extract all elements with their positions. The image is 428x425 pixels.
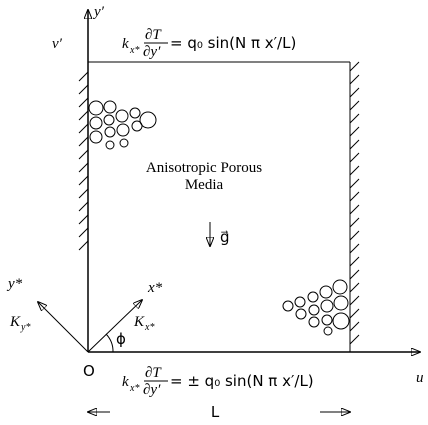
hatch-line: [79, 111, 88, 120]
top-rhs: = q₀ sin(N π x′/L): [170, 34, 296, 52]
top-k: k: [122, 36, 129, 52]
angle-arc: [106, 334, 113, 352]
origin-label: O: [83, 362, 95, 380]
hatch-line: [350, 296, 359, 305]
ky-subscript: y*: [20, 322, 30, 333]
hatch-line: [350, 270, 359, 279]
pores-top-left: [89, 101, 156, 149]
bottom-k-sub: x*: [129, 383, 139, 394]
hatch-line: [350, 101, 359, 110]
hatch-line: [350, 205, 359, 214]
hatch-line: [79, 137, 88, 146]
hatch-line: [350, 335, 359, 344]
hatch-line: [350, 166, 359, 175]
hatch-line: [350, 192, 359, 201]
medium-line1: Anisotropic Porous: [146, 160, 262, 176]
hatch-line: [350, 218, 359, 227]
wall-hatching: [79, 62, 359, 344]
hatch-line: [350, 257, 359, 266]
hatch-line: [79, 176, 88, 185]
kx-subscript: x*: [144, 322, 154, 333]
y-prime-label: y′: [92, 4, 105, 20]
bottom-k: k: [122, 374, 129, 390]
y-star-label: y*: [6, 276, 23, 292]
hatch-line: [79, 202, 88, 211]
hatch-line: [350, 244, 359, 253]
hatch-line: [79, 215, 88, 224]
hatch-line: [350, 283, 359, 292]
gravity-label: g⃗: [220, 228, 230, 246]
hatch-line: [350, 140, 359, 149]
pores-bottom-right: [283, 280, 349, 335]
top-k-sub: x*: [129, 45, 139, 56]
ky-label: K: [9, 314, 21, 330]
hatch-line: [79, 241, 88, 250]
x-star-label: x*: [147, 280, 163, 296]
hatch-line: [350, 179, 359, 188]
hatch-line: [350, 231, 359, 240]
v-prime-label: v′: [52, 36, 63, 52]
hatch-line: [79, 72, 88, 81]
hatch-line: [79, 228, 88, 237]
hatch-line: [79, 124, 88, 133]
hatch-line: [350, 322, 359, 331]
hatch-line: [350, 127, 359, 136]
phi-label: ϕ: [116, 330, 126, 348]
length-label: L: [211, 403, 220, 421]
bottom-den: ∂y′: [143, 382, 161, 398]
hatch-line: [350, 309, 359, 318]
top-num: ∂T: [145, 27, 162, 43]
bottom-rhs: = ± q₀ sin(N π x′/L): [170, 372, 314, 390]
hatch-line: [79, 85, 88, 94]
hatch-line: [350, 88, 359, 97]
kx-label: K: [133, 314, 145, 330]
u-label: u: [416, 370, 424, 386]
hatch-line: [350, 153, 359, 162]
medium-line2: Media: [185, 177, 224, 193]
diagram: y′ v′ u O x* y* K x* K y* ϕ k x* ∂T ∂y′ …: [0, 0, 428, 425]
hatch-line: [79, 163, 88, 172]
hatch-line: [350, 114, 359, 123]
y-star-axis: [38, 302, 88, 352]
hatch-line: [79, 189, 88, 198]
hatch-line: [350, 75, 359, 84]
hatch-line: [350, 62, 359, 71]
top-den: ∂y′: [143, 44, 161, 60]
hatch-line: [79, 150, 88, 159]
hatch-line: [79, 98, 88, 107]
bottom-num: ∂T: [145, 365, 162, 381]
